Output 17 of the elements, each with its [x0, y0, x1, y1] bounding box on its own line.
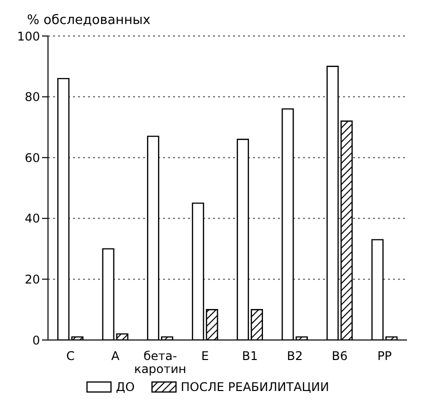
x-tick-label: E [201, 349, 209, 363]
x-tick-label: B6 [332, 349, 348, 363]
y-tick-label: 0 [32, 333, 40, 348]
y-axis-title: % обследованных [27, 13, 151, 28]
y-tick-label: 80 [24, 90, 40, 104]
x-tick-label: B2 [286, 349, 303, 363]
legend-label: ДО [116, 380, 135, 394]
x-tick-label: A [111, 349, 120, 363]
y-tick-label: 20 [24, 272, 40, 286]
x-tick-label: C [66, 349, 75, 363]
y-tick-label: 60 [24, 150, 40, 165]
x-tick-label: B1 [242, 349, 258, 363]
x-tick-label: PP [377, 349, 392, 363]
legend-label: ПОСЛЕ РЕАБИЛИТАЦИИ [180, 380, 330, 394]
x-tick-label: бета-каротин [134, 349, 186, 376]
y-tick-label: 100 [17, 29, 40, 44]
y-tick-label: 40 [24, 212, 40, 226]
